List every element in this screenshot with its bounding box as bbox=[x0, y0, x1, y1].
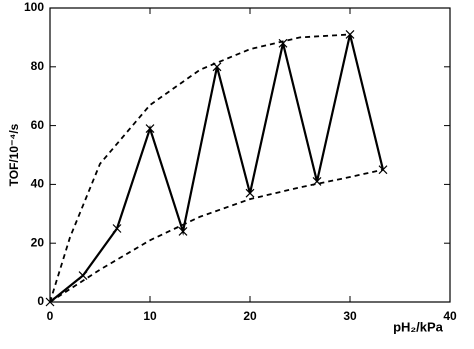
cross-marker bbox=[245, 188, 255, 198]
data-line bbox=[49, 34, 385, 303]
y-tick-label: 100 bbox=[24, 0, 44, 14]
y-tick-label: 80 bbox=[31, 59, 45, 73]
cross-marker bbox=[145, 124, 155, 133]
cross-marker bbox=[112, 224, 122, 233]
plot-frame bbox=[49, 7, 451, 303]
y-tick-label: 60 bbox=[31, 118, 45, 132]
dashed-curve bbox=[49, 33, 351, 303]
cross-marker bbox=[345, 30, 355, 39]
x-tick-label: 20 bbox=[243, 309, 257, 323]
y-axis-label: TOF/10⁻⁴/s bbox=[7, 123, 21, 186]
y-tick-label: 40 bbox=[31, 177, 45, 191]
x-tick-label: 10 bbox=[143, 309, 157, 323]
y-tick-label: 0 bbox=[37, 294, 44, 308]
x-tick-label: 40 bbox=[443, 309, 457, 323]
cross-marker bbox=[78, 271, 88, 280]
cross-marker bbox=[278, 38, 288, 48]
cross-marker bbox=[178, 227, 188, 236]
x-tick-label: 0 bbox=[47, 309, 54, 323]
x-tick-label: 30 bbox=[343, 309, 357, 323]
x-axis-label: pH₂/kPa bbox=[393, 319, 444, 334]
dashed-curve bbox=[49, 168, 384, 303]
y-tick-label: 20 bbox=[31, 235, 45, 249]
